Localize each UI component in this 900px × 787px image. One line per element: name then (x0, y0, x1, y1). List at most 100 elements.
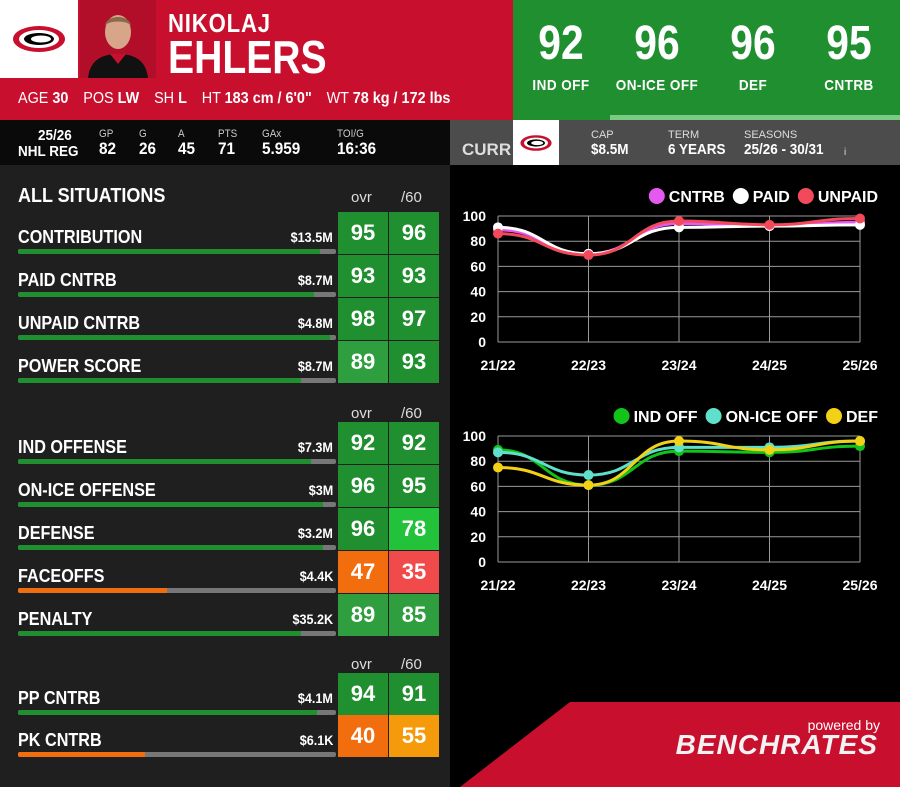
per60-score: 95 (389, 465, 439, 507)
rating-bar-fill (18, 459, 311, 464)
rating-row[interactable]: PK CNTRB $6.1K 40 55 (0, 715, 450, 757)
rating-bar-fill (18, 752, 146, 757)
shoots-label: SH (154, 90, 175, 107)
x-tick-label: 24/25 (752, 577, 787, 593)
season-stats-bar: 25/26 NHL REG GP 82 G 26 A 45 PTS 71 GAx… (0, 120, 450, 165)
pos-value: LW (117, 90, 140, 107)
rating-bar-fill (18, 588, 168, 593)
rating-money: $8.7M (297, 358, 333, 374)
contract-label: CAP (591, 129, 614, 141)
legend-swatch (732, 188, 749, 204)
rating-name: IND OFFENSE (18, 437, 127, 457)
top-ratings-panel: 92 IND OFF 96 ON-ICE OFF 96 DEF 95 CNTRB (513, 0, 900, 120)
rating-row[interactable]: FACEOFFS $4.4K 47 35 (0, 551, 450, 593)
rating-row[interactable]: CONTRIBUTION $13.5M 95 96 (0, 212, 450, 254)
col-header-per60: /60 (401, 189, 422, 206)
data-point[interactable] (583, 480, 594, 491)
contract-value: 25/26 - 30/31 (744, 141, 824, 158)
rating-name: CONTRIBUTION (18, 227, 143, 247)
stat-label: G (139, 128, 147, 140)
legend-swatch (705, 408, 722, 424)
stat-value: 82 (99, 139, 117, 158)
data-point[interactable] (855, 213, 865, 224)
per60-score: 35 (389, 551, 439, 593)
charts-panel (450, 165, 900, 787)
rating-row[interactable]: UNPAID CNTRB $4.8M 98 97 (0, 298, 450, 340)
col-header-ovr: ovr (351, 189, 372, 206)
shoots-value: L (178, 90, 187, 107)
stat-value: 5.959 (262, 139, 301, 158)
curr-label: CURR (462, 140, 512, 159)
ovr-score: 93 (338, 255, 388, 297)
rating-row[interactable]: PAID CNTRB $8.7M 93 93 (0, 255, 450, 297)
series-line-def (497, 439, 861, 487)
rating-row[interactable]: DEFENSE $3.2M 96 78 (0, 508, 450, 550)
rating-ind-off: 92 IND OFF (513, 0, 609, 114)
ovr-score: 95 (338, 212, 388, 254)
data-point[interactable] (855, 436, 865, 447)
rating-label: IND OFF (532, 77, 590, 94)
rating-row[interactable]: ON-ICE OFFENSE $3M 96 95 (0, 465, 450, 507)
data-point[interactable] (764, 444, 775, 455)
player-last-name: EHLERS (168, 31, 327, 83)
team-logo (0, 0, 78, 78)
stat-value: 71 (218, 139, 236, 158)
x-tick-label: 21/22 (480, 577, 515, 593)
rating-row[interactable]: IND OFFENSE $7.3M 92 92 (0, 422, 450, 464)
legend-label: CNTRB (669, 189, 725, 206)
rating-name: FACEOFFS (18, 566, 105, 586)
rating-def: 96 DEF (705, 0, 801, 114)
stat-value: 26 (139, 139, 157, 158)
rating-money: $6.1K (299, 732, 333, 748)
rating-cntrb: 95 CNTRB (801, 0, 897, 114)
rating-bar-track (18, 502, 336, 507)
rating-bar-track (18, 459, 336, 464)
rating-bar-track (18, 588, 336, 593)
components-line-chart: 0 20 40 60 80 100 21/22 22/23 23/24 24/25 25/26 DEF… (463, 408, 878, 593)
rating-row[interactable]: POWER SCORE $8.7M 89 93 (0, 341, 450, 383)
data-point[interactable] (493, 462, 503, 473)
data-point[interactable] (583, 250, 594, 261)
x-tick-label: 25/26 (842, 577, 877, 593)
contract-term: TERM 6 YEARS (668, 129, 732, 158)
rating-bar-fill (18, 710, 317, 715)
stat-label: GP (99, 128, 114, 140)
section-title: ALL SITUATIONS (18, 185, 166, 207)
stat-label: GAx (262, 128, 282, 140)
rating-money: $7.3M (297, 439, 333, 455)
rating-name: PP CNTRB (18, 688, 101, 708)
rating-row[interactable]: PP CNTRB $4.1M 94 91 (0, 673, 450, 715)
legend-label: DEF (846, 409, 878, 426)
data-point[interactable] (493, 228, 503, 239)
x-tick-label: 22/23 (571, 357, 606, 373)
data-point[interactable] (764, 219, 775, 230)
rating-bar-track (18, 752, 336, 757)
rating-underline (610, 115, 900, 120)
per60-score: 96 (389, 212, 439, 254)
series-line-ind-off (497, 444, 861, 487)
contract-value: 6 YEARS (668, 141, 726, 158)
legend-swatch (613, 408, 630, 424)
y-tick-label: 100 (463, 428, 487, 444)
info-icon[interactable]: i (844, 147, 847, 158)
data-point[interactable] (493, 447, 503, 458)
x-tick-label: 24/25 (752, 357, 787, 373)
legend-swatch (797, 188, 814, 204)
data-point[interactable] (674, 436, 684, 447)
legend-label: UNPAID (818, 189, 878, 206)
per60-score: 91 (389, 673, 439, 715)
rating-money: $8.7M (297, 272, 333, 288)
data-point[interactable] (583, 470, 594, 481)
rating-on-ice-off: 96 ON-ICE OFF (609, 0, 705, 114)
data-point[interactable] (674, 216, 684, 227)
x-tick-label: 25/26 (842, 357, 877, 373)
x-tick-label: 23/24 (661, 357, 696, 373)
stat-label: A (178, 128, 185, 140)
rating-row[interactable]: PENALTY $35.2K 89 85 (0, 594, 450, 636)
per60-score: 97 (389, 298, 439, 340)
brand-logo[interactable]: BENCHRATES (675, 729, 878, 760)
ovr-score: 96 (338, 508, 388, 550)
per60-score: 93 (389, 255, 439, 297)
height-label: HT (201, 90, 221, 107)
